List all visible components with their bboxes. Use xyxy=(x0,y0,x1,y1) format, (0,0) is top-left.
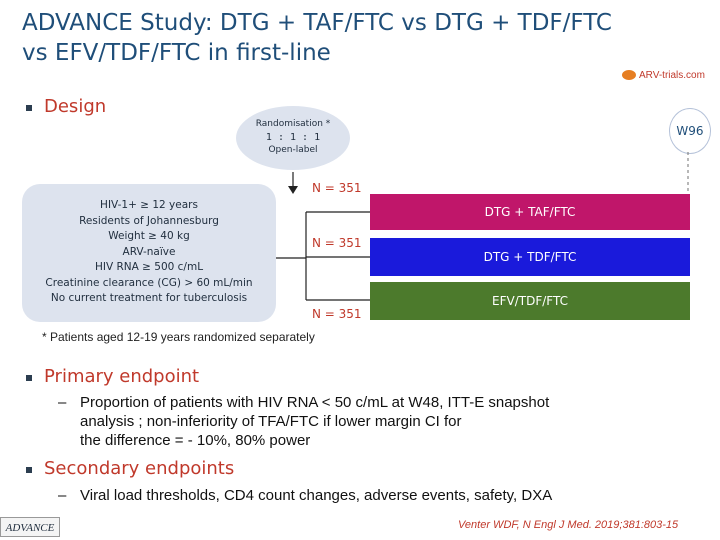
bullet-icon xyxy=(26,104,32,111)
inclusion-criteria-box: HIV-1+ ≥ 12 years Residents of Johannesb… xyxy=(22,184,276,322)
criteria-item: HIV-1+ ≥ 12 years xyxy=(100,199,198,211)
arm-efv-tdf-ftc: EFV/TDF/FTC xyxy=(370,282,690,320)
dash-icon: – xyxy=(58,394,67,411)
randomisation-ellipse: Randomisation * 1 : 1 : 1 Open-label xyxy=(236,106,350,170)
arm-dtg-taf-ftc: DTG + TAF/FTC xyxy=(370,194,690,230)
criteria-item: Weight ≥ 40 kg xyxy=(108,230,190,242)
citation: Venter WDF, N Engl J Med. 2019;381:803-1… xyxy=(458,519,679,531)
bullet-icon xyxy=(26,374,32,381)
design-heading: Design xyxy=(44,96,107,117)
down-arrow-head xyxy=(288,186,298,194)
design-section-heading: Design xyxy=(26,96,106,117)
criteria-item: ARV-naïve xyxy=(122,245,176,258)
criteria-item: Residents of Johannesburg xyxy=(79,214,219,227)
secondary-endpoints-heading: Secondary endpoints xyxy=(26,458,234,479)
arm-dtg-tdf-ftc: DTG + TDF/FTC xyxy=(370,238,690,276)
primary-endpoint-text: – Proportion of patients with HIV RNA < 5… xyxy=(58,393,708,450)
open-label-text: Open-label xyxy=(268,145,318,155)
randomization-footnote: * Patients aged 12-19 years randomized s… xyxy=(42,330,315,344)
primary-line-3: the difference = - 10%, 80% power xyxy=(80,432,311,449)
title-line-1: ADVANCE Study: DTG + TAF/FTC vs DTG + TD… xyxy=(22,10,612,36)
arm-3-n: N = 351 xyxy=(312,307,362,321)
logo-mark-icon xyxy=(622,70,636,81)
primary-line-2: analysis ; non-inferiority of TFA/FTC if… xyxy=(80,413,462,430)
arm-2-n: N = 351 xyxy=(312,236,362,250)
page-title: ADVANCE Study: DTG + TAF/FTC vs DTG + TD… xyxy=(22,8,712,68)
primary-endpoint-heading: Primary endpoint xyxy=(26,366,199,387)
study-tag: ADVANCE xyxy=(0,517,60,537)
logo-text: ARV-trials.com xyxy=(639,70,705,81)
criteria-item: HIV RNA ≥ 500 c/mL xyxy=(94,261,204,273)
arm-1-n: N = 351 xyxy=(312,181,362,195)
randomisation-label: Randomisation * xyxy=(255,119,331,129)
bullet-icon xyxy=(26,466,32,473)
arv-trials-logo: ARV-trials.com xyxy=(622,70,705,81)
secondary-endpoints-text: – Viral load thresholds, CD4 count change… xyxy=(58,486,708,505)
week-96-marker: W96 xyxy=(669,108,711,154)
secondary-line-1: Viral load thresholds, CD4 count changes… xyxy=(80,487,553,504)
criteria-item: No current treatment for tuberculosis xyxy=(50,292,248,304)
primary-line-1: Proportion of patients with HIV RNA < 50… xyxy=(80,394,550,411)
primary-heading: Primary endpoint xyxy=(44,366,200,387)
dash-icon: – xyxy=(58,487,67,504)
title-line-2: vs EFV/TDF/FTC in first-line xyxy=(22,40,331,66)
secondary-heading: Secondary endpoints xyxy=(44,458,235,479)
criteria-item: Creatinine clearance (CG) > 60 mL/min xyxy=(45,276,253,289)
randomisation-ratio: 1 : 1 : 1 xyxy=(265,132,321,143)
